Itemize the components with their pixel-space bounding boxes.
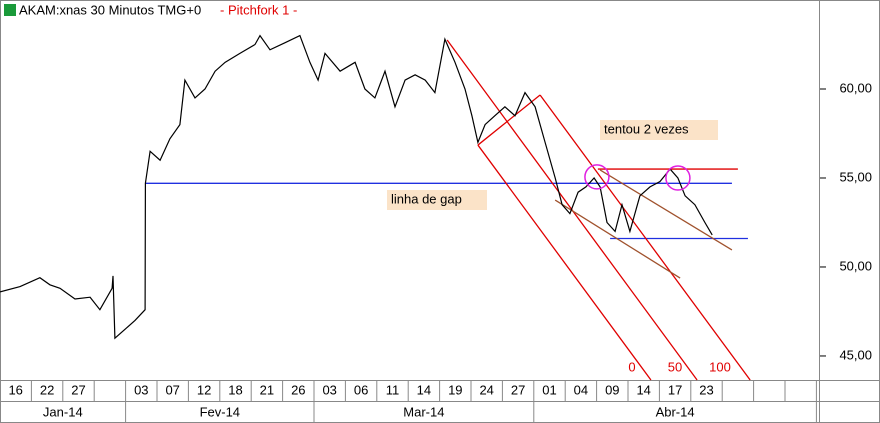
trend-line [477,94,541,146]
chart-title: AKAM:xnas 30 Minutos TMG+0 [19,2,201,17]
x-tick-label: 06 [354,382,368,397]
y-tick-label: 55,00 [839,169,872,184]
x-tick-label: 11 [386,382,400,397]
x-tick-label: 24 [479,382,493,397]
trend-line [599,169,733,251]
annotation: linha de gap [391,191,462,206]
x-tick-label: 03 [134,382,148,397]
x-tick-label: 09 [605,382,619,397]
pitchfork-level: 50 [668,359,682,374]
month-label: Fev-14 [200,404,240,419]
x-tick-label: 17 [668,382,682,397]
x-tick-label: 27 [511,382,525,397]
x-tick-label: 18 [228,382,242,397]
annotation: tentou 2 vezes [604,121,689,136]
x-tick-label: 26 [291,382,305,397]
highlight-circle [584,164,610,190]
pitchfork-level: 100 [709,359,731,374]
trend-line [477,144,652,381]
trend-line [539,94,751,381]
x-tick-label: 12 [197,382,211,397]
month-label: Mar-14 [403,404,444,419]
x-tick-label: 22 [40,382,54,397]
y-tick-label: 50,00 [839,258,872,273]
x-tick-label: 14 [417,382,431,397]
trend-line [554,199,681,279]
legend-entry: - Pitchfork 1 - [220,2,297,17]
x-tick-label: 16 [8,382,22,397]
x-tick-label: 03 [322,382,336,397]
x-tick-label: 14 [636,382,650,397]
annotation-box [600,120,718,140]
x-tick-label: 04 [574,382,588,397]
x-tick-label: 27 [71,382,85,397]
pitchfork-level: 0 [628,359,635,374]
y-tick-label: 60,00 [839,80,872,95]
annotation-box [387,190,487,210]
x-tick-label: 21 [260,382,274,397]
price-line [0,34,713,340]
logo-icon [4,4,16,16]
x-tick-label: 19 [448,382,462,397]
x-tick-label: 01 [542,382,556,397]
month-label: Abr-14 [656,404,695,419]
x-tick-label: 07 [165,382,179,397]
month-label: Jan-14 [43,404,83,419]
y-tick-label: 45,00 [839,347,872,362]
highlight-circle [665,165,691,191]
x-tick-label: 23 [699,382,713,397]
